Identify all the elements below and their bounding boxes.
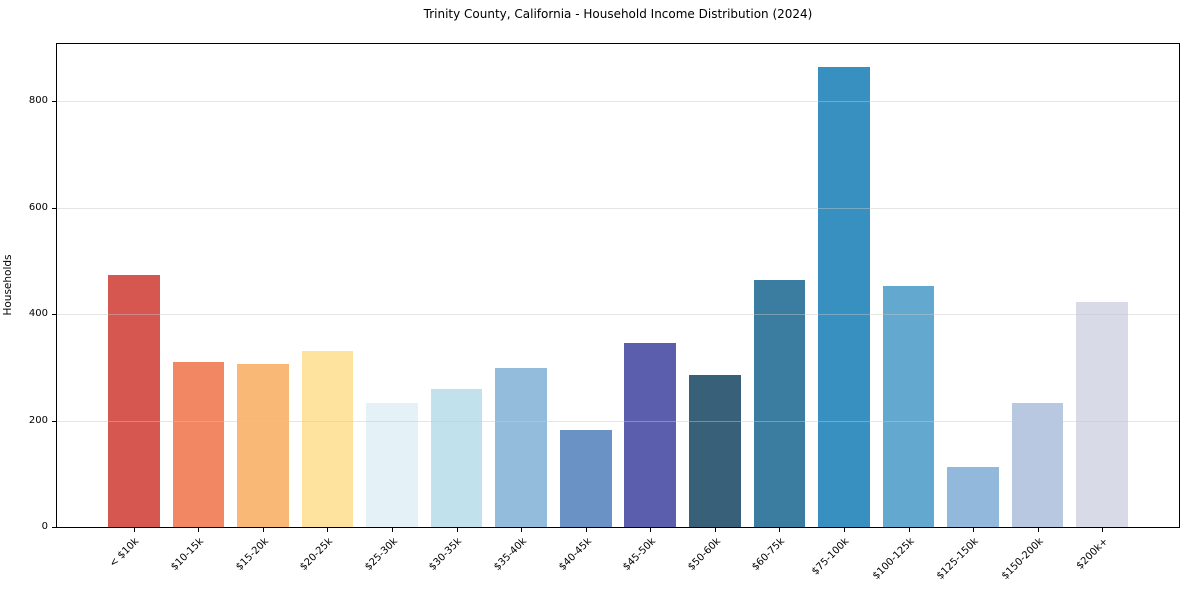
bar-$100-125k xyxy=(882,285,935,527)
x-tick xyxy=(133,528,135,532)
x-tick xyxy=(908,528,910,532)
x-tick-label: $60-75k xyxy=(750,536,788,573)
x-tick-label: $25-30k xyxy=(362,536,400,573)
x-tick xyxy=(327,528,329,532)
bar-< $10k xyxy=(108,274,160,527)
x-tick-labels: < $10k $10-15k $15-20k $20-25k $25-30k $30-35… xyxy=(57,533,1179,589)
x-tick-label: $125-150k xyxy=(934,536,981,582)
y-tick xyxy=(52,101,56,103)
x-tick-label: $50-60k xyxy=(685,536,723,573)
y-tick xyxy=(52,314,56,316)
y-tick-label: 400 xyxy=(28,308,48,320)
y-tick-label: 200 xyxy=(28,414,48,426)
bar-$60-75k xyxy=(753,280,806,527)
x-tick-label: $30-35k xyxy=(427,536,465,573)
bar-$15-20k xyxy=(237,364,289,527)
bar-$10-15k xyxy=(172,362,225,527)
plot-area xyxy=(56,43,1180,528)
x-tick xyxy=(392,528,394,532)
x-tick-label: $100-125k xyxy=(870,536,917,582)
x-tick xyxy=(521,528,523,532)
x-tick xyxy=(650,528,652,532)
x-tick xyxy=(779,528,781,532)
x-tick xyxy=(198,528,200,532)
bar-$200k+ xyxy=(1076,302,1128,527)
x-tick xyxy=(262,528,264,532)
y-tick-label: 0 xyxy=(41,521,48,532)
y-tick xyxy=(52,420,56,422)
bar-$150-200k xyxy=(1011,402,1064,527)
x-tick-label: $35-40k xyxy=(492,536,529,573)
x-tick-label: $10-15k xyxy=(169,536,207,573)
y-tick-label: 800 xyxy=(28,95,48,107)
x-tick-label: $20-25k xyxy=(298,536,336,573)
x-tick-label: $200k+ xyxy=(1074,536,1110,572)
x-tick xyxy=(1037,528,1039,532)
bar-$20-25k xyxy=(301,350,354,527)
x-tick xyxy=(456,528,458,532)
x-tick-label: $150-200k xyxy=(999,536,1046,582)
y-tick-label: 600 xyxy=(28,201,48,213)
x-tick xyxy=(1102,528,1104,532)
bar-$45-50k xyxy=(624,342,677,527)
bar-$25-30k xyxy=(366,402,418,527)
bars-layer xyxy=(57,44,1179,527)
x-tick xyxy=(714,528,716,532)
bar-$35-40k xyxy=(495,368,547,527)
x-tick-label: $15-20k xyxy=(233,536,271,573)
x-tick-label: $75-100k xyxy=(810,536,852,578)
chart-title: Trinity County, California - Household I… xyxy=(423,7,813,21)
x-tick xyxy=(843,528,845,532)
x-tick-label: < $10k xyxy=(108,536,142,570)
bar-$75-100k xyxy=(818,67,870,527)
y-tick xyxy=(52,527,56,528)
bar-$30-35k xyxy=(430,388,483,527)
y-tick xyxy=(52,207,56,209)
x-tick xyxy=(585,528,587,532)
bar-$40-45k xyxy=(559,430,612,527)
bar-$50-60k xyxy=(689,374,741,527)
bar-$125-150k xyxy=(947,467,999,527)
x-tick xyxy=(973,528,975,532)
x-tick-label: $45-50k xyxy=(621,536,659,573)
x-tick-label: $40-45k xyxy=(556,536,594,573)
